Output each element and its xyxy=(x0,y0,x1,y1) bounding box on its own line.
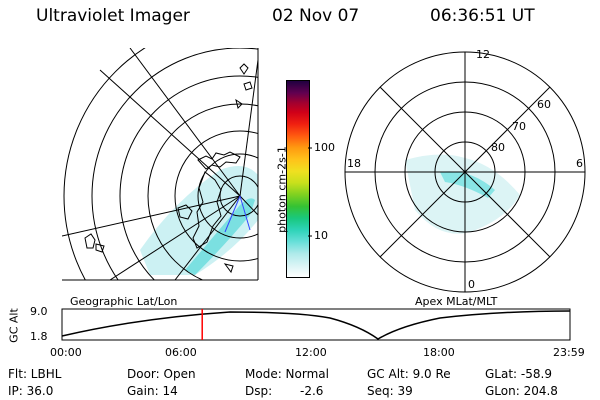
instrument-title: Ultraviolet Imager xyxy=(36,6,190,26)
mlt-label-12: 12 xyxy=(476,48,490,61)
time-label: 06:36:51 UT xyxy=(430,6,535,26)
geo-map-caption: Geographic Lat/Lon xyxy=(70,295,178,308)
timeline-ytick-1-8: 1.8 xyxy=(30,330,48,343)
geo-map-content xyxy=(62,48,258,280)
timeline-xtick-0600: 06:00 xyxy=(165,346,197,359)
aurora-bright-arc xyxy=(185,198,255,275)
colorbar-tick-10: 10 xyxy=(314,229,328,242)
mlt-label-6: 6 xyxy=(576,157,583,170)
info-mode: Mode: Normal xyxy=(245,367,329,381)
info-door: Door: Open xyxy=(127,367,196,381)
timeline-ytick-9: 9.0 xyxy=(30,305,48,318)
info-glon: GLon: 204.8 xyxy=(485,384,558,398)
colorbar-unit-label: photon cm-2s-1 xyxy=(275,146,289,233)
info-gc-alt: GC Alt: 9.0 Re xyxy=(367,367,451,381)
subsolar-line xyxy=(224,195,241,233)
mlat-label-70: 70 xyxy=(512,120,526,133)
mlat-label-60: 60 xyxy=(537,98,551,111)
mlat-label-80: 80 xyxy=(491,141,505,154)
info-dsp-value: -2.6 xyxy=(300,384,324,398)
info-filter: Flt: LBHL xyxy=(8,367,62,381)
info-dsp-label: Dsp: xyxy=(245,384,273,398)
coastlines xyxy=(84,63,253,274)
timeline-ylabel: GC Alt xyxy=(7,308,21,343)
latitude-circles xyxy=(63,48,258,280)
aurora-region xyxy=(140,166,258,275)
polar-aurora xyxy=(405,154,520,234)
timeline-xtick-0000: 00:00 xyxy=(50,346,82,359)
mlat-circles xyxy=(344,51,586,293)
longitude-lines xyxy=(62,48,258,280)
mlt-label-0: 0 xyxy=(468,278,475,291)
timeline-xtick-2359: 23:59 xyxy=(553,346,585,359)
info-glat: GLat: -58.9 xyxy=(485,367,552,381)
info-gain: Gain: 14 xyxy=(127,384,178,398)
colorbar xyxy=(286,80,310,278)
timeline-xtick-1200: 12:00 xyxy=(295,346,327,359)
mlt-label-18: 18 xyxy=(347,157,361,170)
info-seq: Seq: 39 xyxy=(367,384,413,398)
timeline-xtick-1800: 18:00 xyxy=(423,346,455,359)
polar-map-caption: Apex MLat/MLT xyxy=(415,295,498,308)
colorbar-tick-100: 100 xyxy=(314,141,335,154)
mlt-spokes xyxy=(345,52,585,292)
altitude-curve xyxy=(61,310,571,340)
date-label: 02 Nov 07 xyxy=(272,6,360,26)
info-ip: IP: 36.0 xyxy=(8,384,54,398)
